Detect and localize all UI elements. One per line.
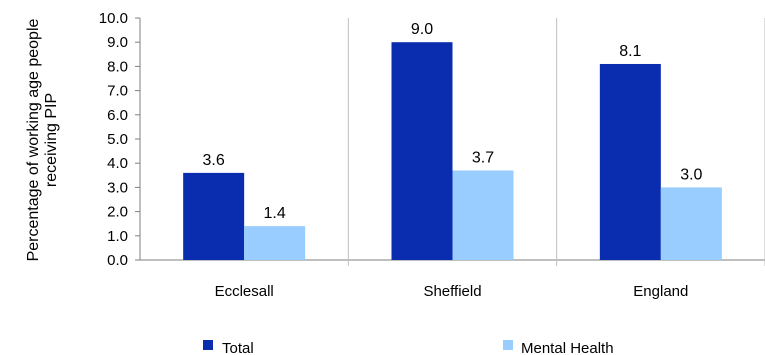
y-axis-title-line-2: receiving PIP (43, 93, 60, 187)
y-tick-label: 4.0 (107, 155, 128, 172)
data-labels: 3.6 1.4 9.0 3.7 8.1 3.0 (203, 21, 703, 222)
x-tick-label-ecclesall: Ecclesall (215, 283, 274, 300)
bar-mental-health-england (660, 187, 722, 260)
y-tick-label: 7.0 (107, 83, 128, 100)
y-tick-label: 10.0 (99, 10, 128, 27)
y-tick-label: 1.0 (107, 228, 128, 245)
axes: 0.0 1.0 2.0 3.0 4.0 5.0 6.0 7.0 8.0 9.0 10.0 Eccles… (99, 10, 765, 300)
y-tick-label: 3.0 (107, 179, 128, 196)
y-axis-title: Percentage of working age people receivi… (25, 18, 60, 261)
data-label: 8.1 (619, 43, 641, 60)
data-label: 1.4 (264, 205, 286, 222)
legend: Total Mental Health (203, 340, 614, 355)
data-label: 9.0 (411, 21, 433, 38)
y-tick-label: 2.0 (107, 204, 128, 221)
bars (183, 42, 722, 261)
y-axis-title-line-1: Percentage of working age people (25, 18, 42, 261)
legend-swatch-total (203, 340, 213, 350)
bar-total-england (599, 63, 661, 261)
legend-label-mental-health: Mental Health (521, 340, 614, 355)
y-tick-label: 0.0 (107, 252, 128, 269)
legend-label-total: Total (222, 340, 254, 355)
legend-swatch-mental-health (503, 340, 513, 350)
bar-mental-health-ecclesall (244, 226, 306, 260)
data-label: 3.7 (472, 149, 494, 166)
y-tick-label: 9.0 (107, 34, 128, 51)
data-label: 3.0 (680, 166, 702, 183)
y-tick-label: 8.0 (107, 58, 128, 75)
y-tick-label: 6.0 (107, 107, 128, 124)
x-tick-label-england: England (633, 283, 688, 300)
bar-total-ecclesall (183, 172, 245, 260)
y-tick-label: 5.0 (107, 131, 128, 148)
x-tick-label-sheffield: Sheffield (423, 283, 481, 300)
bar-total-sheffield (391, 42, 453, 261)
bar-mental-health-sheffield (452, 170, 514, 260)
data-label: 3.6 (203, 152, 225, 169)
